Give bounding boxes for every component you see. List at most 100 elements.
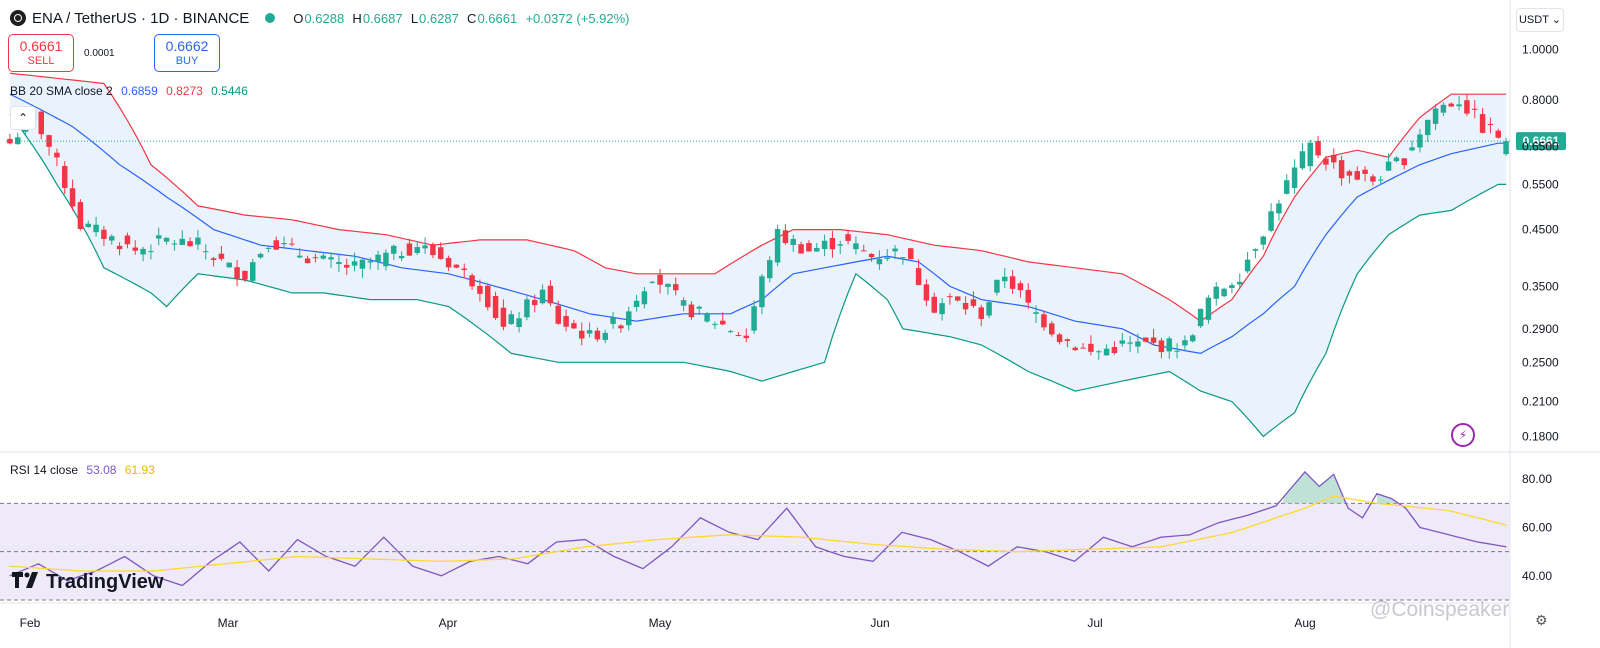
- candle-body: [406, 243, 413, 256]
- bb-upper-line: [9, 72, 1507, 322]
- price-tick-label: 0.2500: [1522, 355, 1559, 369]
- candle-body: [1307, 142, 1313, 167]
- candle-body: [210, 258, 217, 260]
- sell-label: SELL: [27, 55, 55, 67]
- candle-body: [85, 223, 91, 228]
- candle-body: [69, 188, 76, 207]
- candle-body: [250, 262, 256, 281]
- candle-body: [539, 289, 546, 304]
- rsi-band-fill: [0, 503, 1510, 600]
- rsi-tick-label: 40.00: [1522, 569, 1552, 583]
- price-tick-label: 1.0000: [1522, 42, 1559, 56]
- candle-body: [124, 235, 131, 245]
- candle-body: [187, 241, 193, 247]
- candle-body: [1448, 103, 1454, 107]
- candle-body: [547, 285, 554, 304]
- lightning-icon[interactable]: ⚡: [1451, 423, 1475, 447]
- time-tick-label: May: [649, 616, 672, 630]
- candle-body: [1378, 179, 1384, 181]
- candle-body: [195, 237, 201, 245]
- price-change: +0.0372 (+5.92%): [525, 10, 630, 26]
- candle-body: [1440, 104, 1447, 113]
- candle-body: [1487, 123, 1494, 126]
- candle-body: [1002, 276, 1008, 282]
- candle-body: [320, 255, 326, 259]
- candle-body: [931, 296, 937, 313]
- candle-body: [453, 264, 460, 268]
- candle-body: [242, 270, 248, 280]
- candle-body: [203, 251, 209, 253]
- candle-body: [633, 300, 640, 307]
- candle-body: [641, 291, 648, 305]
- currency-dropdown[interactable]: USDT ⌄: [1516, 8, 1564, 32]
- candle-body: [359, 259, 366, 269]
- candle-body: [1284, 180, 1290, 194]
- candle-body: [1041, 314, 1047, 328]
- symbol-title[interactable]: ENA / TetherUS · 1D · BINANCE: [32, 9, 250, 27]
- time-tick-label: Feb: [20, 616, 41, 630]
- price-tick-label: 0.1800: [1522, 429, 1559, 443]
- candle-body: [908, 248, 914, 260]
- collapse-legend-button[interactable]: ⌃: [10, 106, 36, 130]
- candle-body: [391, 245, 397, 254]
- candle-body: [1197, 308, 1204, 327]
- bb-legend[interactable]: BB 20 SMA close 2 0.6859 0.8273 0.5446: [10, 84, 253, 98]
- candle-body: [1244, 259, 1251, 272]
- price-tick-label: 0.6500: [1522, 140, 1559, 154]
- rsi-ma-line: [9, 495, 1507, 572]
- candle-body: [469, 275, 475, 287]
- candle-body: [1362, 169, 1368, 174]
- candle-body: [1495, 130, 1501, 138]
- bb-upper-value: 0.8273: [166, 84, 203, 98]
- candle-body: [1127, 342, 1133, 344]
- candle-body: [163, 237, 170, 242]
- time-tick-label: Mar: [218, 616, 239, 630]
- candle-body: [516, 318, 522, 328]
- candle-body: [876, 258, 883, 265]
- sell-price: 0.6661: [19, 38, 63, 54]
- candle-body: [1158, 340, 1165, 353]
- candle-body: [868, 253, 875, 258]
- candle-body: [398, 255, 405, 259]
- candle-body: [1479, 114, 1486, 133]
- candle-body: [445, 257, 452, 268]
- candle-body: [649, 281, 655, 283]
- candle-body: [1103, 348, 1110, 356]
- rsi-legend[interactable]: RSI 14 close 53.08 61.93: [10, 463, 160, 477]
- rsi-tick-label: 60.00: [1522, 521, 1552, 535]
- candle-body: [900, 257, 906, 259]
- candle-body: [978, 307, 984, 319]
- tv-logo-text: TradingView: [46, 571, 164, 593]
- candle-body: [289, 243, 295, 245]
- candle-body: [782, 230, 789, 243]
- candle-body: [579, 330, 585, 339]
- sell-button[interactable]: 0.6661 SELL: [8, 34, 74, 72]
- candle-body: [962, 303, 969, 310]
- candle-body: [1338, 160, 1345, 179]
- tradingview-logo[interactable]: TradingView: [12, 571, 163, 594]
- gear-icon[interactable]: ⚙: [1535, 612, 1548, 628]
- candle-body: [626, 311, 632, 326]
- candle-body: [665, 283, 671, 287]
- candle-body: [970, 299, 977, 306]
- candle-body: [336, 262, 342, 265]
- candle-body: [140, 248, 146, 255]
- candle-body: [735, 335, 742, 337]
- candle-body: [461, 268, 467, 271]
- candle-body: [234, 267, 240, 279]
- candle-body: [281, 243, 287, 245]
- candle-body: [1205, 297, 1212, 320]
- buy-button[interactable]: 0.6662 BUY: [154, 34, 220, 72]
- candle-body: [884, 257, 890, 259]
- candle-body: [798, 244, 804, 254]
- candle-body: [955, 296, 961, 301]
- candle-body: [1190, 335, 1196, 342]
- candle-body: [618, 325, 624, 329]
- bb-band-fill: [9, 73, 1507, 437]
- candle-body: [1425, 119, 1431, 136]
- rsi-value: 53.08: [86, 463, 117, 477]
- candle-body: [1237, 281, 1243, 285]
- last-price-badge: [1516, 132, 1566, 151]
- candle-body: [156, 235, 162, 239]
